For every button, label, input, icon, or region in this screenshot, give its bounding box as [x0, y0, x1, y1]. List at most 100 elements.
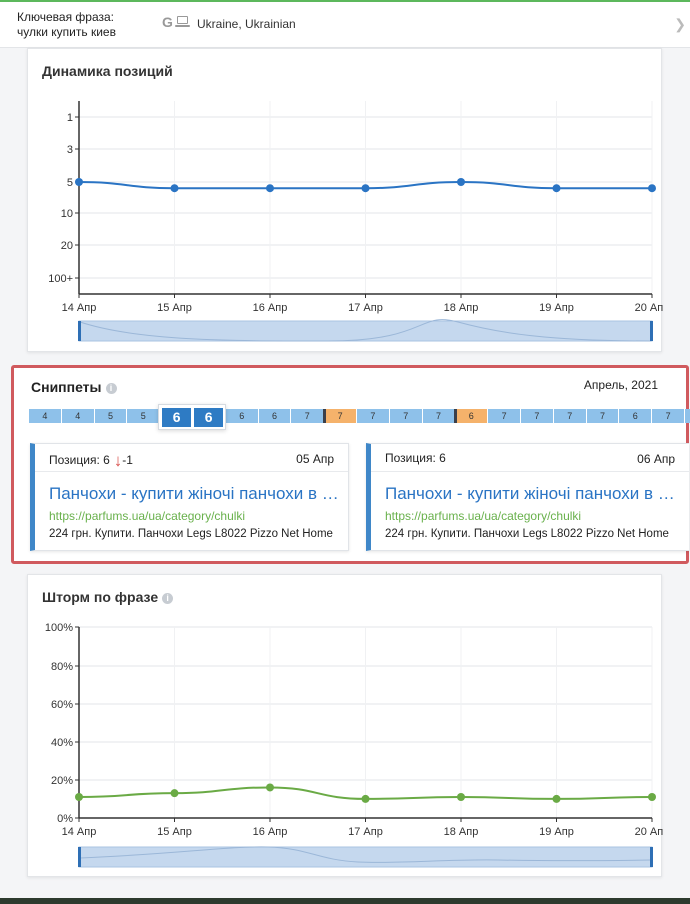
snippet-title-link[interactable]: Панчохи - купити жіночі панчохи в Київі — [49, 484, 345, 503]
data-point — [170, 184, 179, 193]
data-point — [457, 178, 465, 186]
navigator-handle-right — [650, 321, 653, 341]
timeline-cell[interactable]: 7 — [586, 409, 620, 423]
y-tick-label: 5 — [67, 177, 73, 189]
x-tick-label: 14 Апр — [62, 302, 97, 314]
x-tick-label: 18 Апр — [444, 826, 479, 838]
snippet-url[interactable]: https://parfums.ua/ua/category/chulki — [49, 509, 246, 523]
navigator-range — [78, 320, 653, 342]
timeline-cell[interactable]: 6 — [225, 409, 259, 423]
x-tick-label: 19 Апр — [539, 302, 574, 314]
keyword-header: Ключевая фраза: чулки купить киев G Ukra… — [0, 2, 690, 48]
y-tick-label: 3 — [67, 144, 73, 156]
timeline-cell[interactable]: 4 — [61, 409, 95, 423]
positions-dynamics-card: Динамика позиций 1 3 5 10 20 100+ 14 Апр 15 Апр… — [27, 48, 663, 352]
data-point — [266, 783, 274, 792]
navigator-handle-right — [650, 847, 653, 867]
x-tick-label: 15 Апр — [157, 826, 192, 838]
navigator-handle-left — [78, 321, 81, 341]
timeline-selected-cell[interactable]: 6 — [162, 408, 192, 427]
timeline-cell[interactable]: 7 — [521, 409, 554, 423]
storm-card: Шторм по фразе i 0% 20% 40% 60% 80% 100% 14 Апр… — [27, 574, 663, 877]
timeline-cell[interactable]: 7 — [324, 409, 357, 423]
y-tick-label: 0% — [57, 813, 73, 825]
storm-card-title: Шторм по фразе i — [42, 589, 174, 605]
navigator-range — [78, 846, 653, 868]
timeline-cell[interactable]: 7 — [488, 409, 521, 423]
data-point — [170, 789, 179, 798]
laptop-icon — [174, 16, 190, 28]
timeline-cell[interactable]: 7 — [357, 409, 390, 423]
snippets-period: Апрель, 2021 — [583, 378, 658, 392]
y-tick-label: 20 — [61, 240, 73, 252]
timeline-cell[interactable]: 5 — [94, 409, 128, 423]
data-point — [648, 184, 656, 193]
arrow-down-icon: ↓ — [113, 451, 123, 470]
navigator-series — [79, 319, 652, 342]
timeline-marker — [454, 409, 458, 423]
data-point — [552, 794, 561, 803]
chevron-right-icon[interactable]: ❯ — [674, 16, 686, 32]
info-icon[interactable]: i — [162, 592, 174, 604]
data-point — [361, 184, 370, 193]
timeline-cell[interactable]: 5 — [127, 409, 161, 423]
x-tick-label: 20 Апр — [635, 826, 663, 838]
x-tick-label: 20 Апр — [635, 302, 663, 314]
y-tick-label: 100% — [45, 622, 73, 634]
x-tick-label: 19 Апр — [539, 826, 574, 838]
bottom-bar — [0, 898, 690, 904]
x-tick-label: 14 Апр — [62, 826, 97, 838]
position-delta: -1 — [122, 453, 133, 467]
timeline-cell[interactable]: 7 — [685, 409, 690, 423]
timeline-cell[interactable]: 7 — [291, 409, 325, 423]
data-point — [266, 184, 274, 193]
snippets-timeline: 445566777776777767766 — [29, 404, 690, 430]
snippet-date: 06 Апр — [637, 452, 675, 466]
y-tick-label: 10 — [61, 208, 73, 220]
snippet-title-link[interactable]: Панчохи - купити жіночі панчохи в Київі — [385, 484, 681, 503]
x-tick-label: 15 Апр — [157, 302, 192, 314]
timeline-cell[interactable]: 6 — [455, 409, 489, 423]
timeline-cell[interactable]: 6 — [619, 409, 653, 423]
x-tick-label: 18 Апр — [444, 302, 479, 314]
navigator-series — [79, 846, 652, 863]
data-point — [552, 184, 561, 193]
timeline-cell[interactable]: 7 — [553, 409, 587, 423]
info-icon[interactable]: i — [105, 382, 117, 394]
timeline-cell[interactable]: 7 — [422, 409, 456, 423]
y-tick-label: 100+ — [48, 273, 73, 285]
x-tick-label: 17 Апр — [348, 826, 383, 838]
snippet-description: 224 грн. Купити. Панчохи Legs L8022 Pizz… — [385, 528, 669, 540]
search-engine-info: G — [162, 14, 190, 30]
y-tick-label: 80% — [51, 661, 73, 673]
positions-chart: 1 3 5 10 20 100+ 14 Апр 15 Апр 16 Апр 17 Апр 18 Ап… — [48, 101, 663, 342]
region-label: Ukraine, Ukrainian — [197, 17, 296, 31]
snippet-date: 05 Апр — [296, 452, 334, 466]
y-tick-label: 1 — [67, 112, 73, 124]
snippet-url[interactable]: https://parfums.ua/ua/category/chulki — [385, 509, 582, 523]
top-accent-line — [0, 0, 690, 2]
positions-card-title: Динамика позиций — [42, 63, 173, 79]
timeline-selected-cell[interactable]: 6 — [194, 408, 224, 427]
timeline-cell[interactable]: 7 — [652, 409, 685, 423]
x-tick-label: 16 Апр — [253, 826, 288, 838]
snippet-card[interactable]: Позиция: 6 06 Апр Панчохи - купити жіноч… — [366, 443, 689, 551]
timeline-cell[interactable]: 4 — [29, 409, 62, 423]
keyword-value: чулки купить киев — [17, 25, 116, 39]
x-tick-label: 16 Апр — [253, 302, 288, 314]
timeline-marker — [323, 409, 327, 423]
snippet-position: Позиция: 6 ↓-1 — [49, 451, 133, 470]
snippet-description: 224 грн. Купити. Панчохи Legs L8022 Pizz… — [49, 528, 333, 540]
timeline-cell[interactable]: 6 — [258, 409, 292, 423]
google-icon: G — [162, 14, 173, 30]
data-point — [648, 792, 656, 801]
keyword-label: Ключевая фраза: — [17, 10, 114, 24]
data-point — [457, 792, 465, 801]
timeline-cell[interactable]: 7 — [389, 409, 423, 423]
y-tick-label: 60% — [51, 699, 73, 711]
storm-chart: 0% 20% 40% 60% 80% 100% 14 Апр 15 Апр 16 Апр 17 А… — [45, 622, 663, 868]
data-point — [75, 792, 83, 801]
data-point — [75, 178, 83, 186]
snippet-card[interactable]: Позиция: 6 ↓-1 05 Апр Панчохи - купити жі… — [30, 443, 349, 551]
